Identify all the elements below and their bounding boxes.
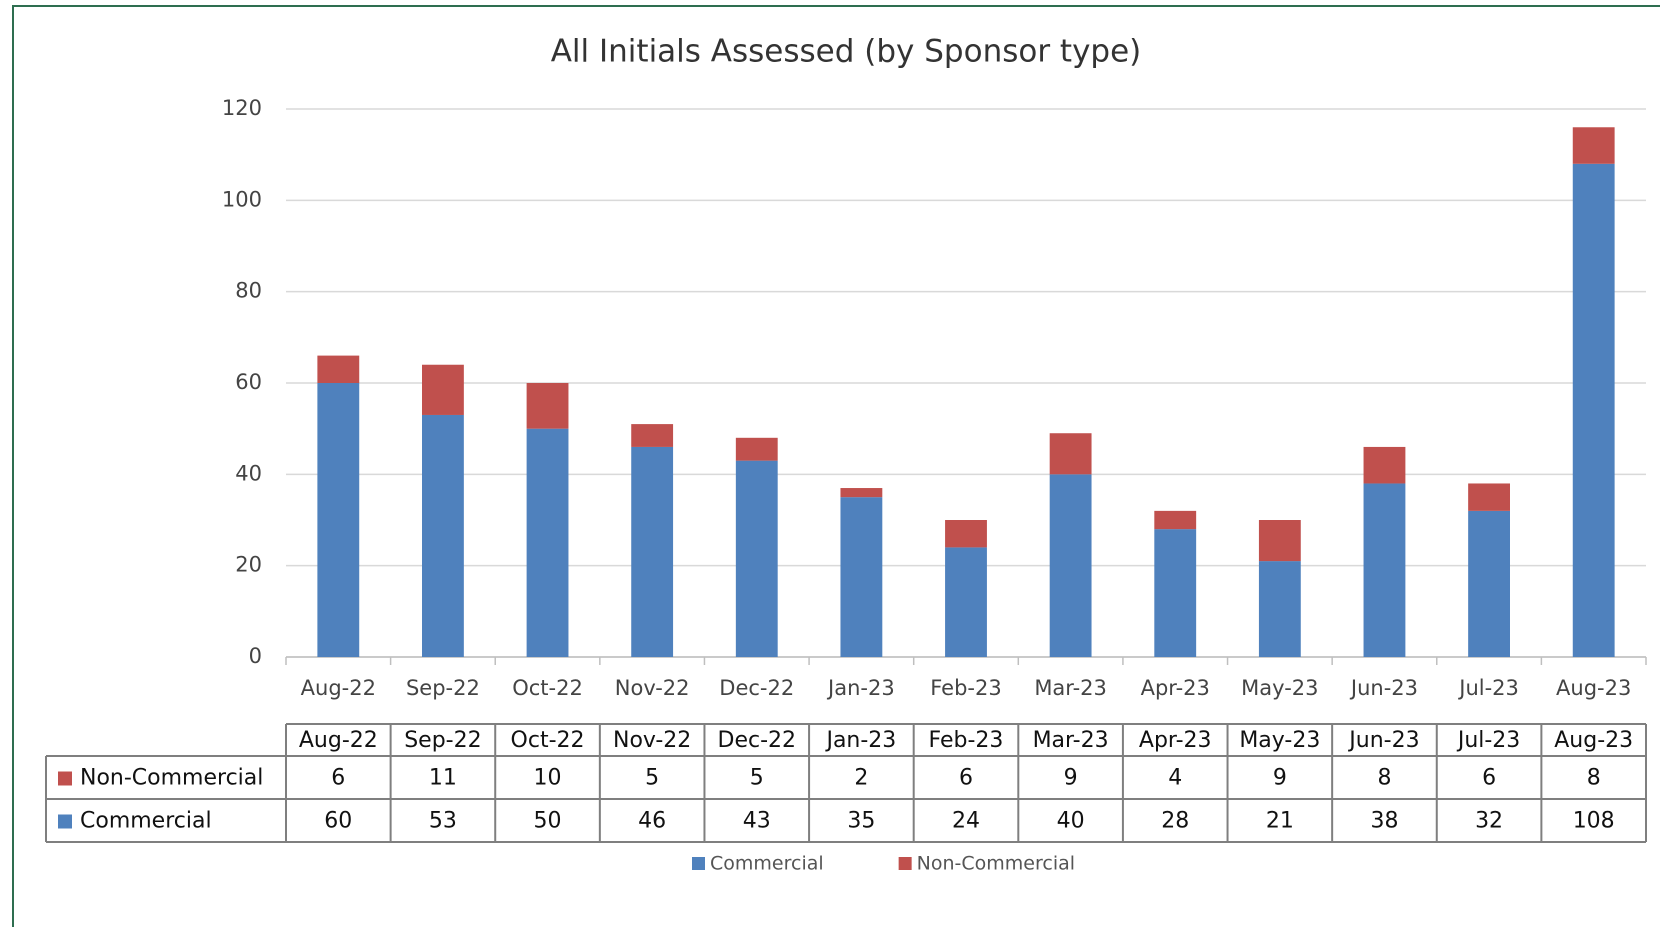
bar-segment <box>840 488 883 498</box>
table-header: Mar-23 <box>1033 728 1109 753</box>
bar-segment <box>1468 510 1510 657</box>
table-cell: 43 <box>743 809 771 834</box>
table-cell: 2 <box>854 766 868 791</box>
table-header: Sep-22 <box>404 728 481 753</box>
bar-segment <box>1154 510 1197 530</box>
y-tick-label: 80 <box>235 279 262 303</box>
bar-segment <box>735 437 778 461</box>
table-cell: 6 <box>331 766 345 791</box>
frame <box>12 5 1660 927</box>
table-cell: 32 <box>1475 809 1503 834</box>
table-cell: 50 <box>534 809 562 834</box>
x-tick-label: Dec-22 <box>719 676 794 700</box>
legend-key <box>692 857 705 870</box>
y-tick-label: 100 <box>222 187 262 211</box>
table-cell: 28 <box>1161 809 1189 834</box>
bar-segment <box>1363 446 1406 484</box>
table-cell: 5 <box>750 766 764 791</box>
x-tick-label: Jun-23 <box>1349 676 1418 700</box>
bar-segment <box>1154 529 1197 657</box>
x-tick-label: Oct-22 <box>512 676 583 700</box>
x-tick-label: Feb-23 <box>930 676 1001 700</box>
y-tick-label: 40 <box>235 461 262 485</box>
table-cell: 60 <box>324 809 352 834</box>
table-cell: 8 <box>1377 766 1391 791</box>
table-header: May-23 <box>1239 728 1320 753</box>
x-tick-label: Sep-22 <box>406 676 480 700</box>
legend-key <box>898 857 912 870</box>
y-tick-label: 0 <box>249 644 262 668</box>
table-cell: 6 <box>1482 766 1496 791</box>
bar-segment <box>317 383 360 657</box>
bar-segment <box>945 520 987 548</box>
x-tick-label: Apr-23 <box>1141 676 1210 700</box>
legend-label: Non-Commercial <box>917 853 1075 875</box>
table-cell: 4 <box>1168 766 1182 791</box>
table-header: Jan-23 <box>824 728 896 753</box>
bar-segment <box>1049 433 1092 475</box>
bar-segment <box>526 428 569 657</box>
table-row-label: Commercial <box>80 809 212 834</box>
bar-segment <box>840 497 883 657</box>
table-header: Dec-22 <box>718 728 797 753</box>
bar-segment <box>526 383 569 429</box>
table-header: Nov-22 <box>613 728 691 753</box>
table-cell: 40 <box>1057 809 1085 834</box>
table-cell: 21 <box>1266 809 1294 834</box>
table-header: Aug-22 <box>299 728 378 753</box>
table-cell: 6 <box>959 766 973 791</box>
table-cell: 46 <box>638 809 666 834</box>
x-tick-label: Jan-23 <box>826 676 895 700</box>
x-tick-label: Aug-22 <box>301 676 376 700</box>
y-tick-label: 120 <box>222 96 262 120</box>
table-cell: 38 <box>1370 809 1398 834</box>
bar-segment <box>317 355 360 383</box>
table-cell: 11 <box>429 766 457 791</box>
bar-segment <box>631 424 674 447</box>
table-legend-key <box>58 771 72 786</box>
x-tick-label: Jul-23 <box>1457 676 1519 700</box>
table-header: Jul-23 <box>1456 728 1520 753</box>
bar-segment <box>1049 474 1092 657</box>
table-cell: 5 <box>645 766 659 791</box>
y-tick-label: 60 <box>235 370 262 394</box>
table-cell: 10 <box>534 766 562 791</box>
x-tick-label: Mar-23 <box>1034 676 1107 700</box>
table-cell: 9 <box>1064 766 1078 791</box>
bar-segment <box>1258 561 1301 657</box>
table-header: Jun-23 <box>1347 728 1419 753</box>
table-cell: 108 <box>1573 809 1615 834</box>
bar-segment <box>422 364 464 415</box>
bar-segment <box>945 547 987 657</box>
bar-segment <box>1258 520 1301 562</box>
table-cell: 35 <box>847 809 875 834</box>
y-tick-label: 20 <box>235 553 262 577</box>
table-header: Aug-23 <box>1554 728 1633 753</box>
bar-segment <box>631 446 674 657</box>
chart-title: All Initials Assessed (by Sponsor type) <box>551 34 1142 70</box>
bar-segment <box>735 460 778 657</box>
table-header: Oct-22 <box>511 728 585 753</box>
table-cell: 8 <box>1587 766 1601 791</box>
bar-segment <box>422 414 464 657</box>
table-header: Feb-23 <box>929 728 1004 753</box>
bar-segment <box>1363 483 1406 657</box>
x-tick-label: Aug-23 <box>1556 676 1631 700</box>
table-row-label: Non-Commercial <box>80 766 263 791</box>
table-cell: 53 <box>429 809 457 834</box>
legend-label: Commercial <box>710 853 824 875</box>
bar-segment <box>1468 483 1510 511</box>
table-cell: 9 <box>1273 766 1287 791</box>
x-tick-label: May-23 <box>1241 676 1318 700</box>
bar-segment <box>1572 163 1615 658</box>
table-header: Apr-23 <box>1139 728 1212 753</box>
x-tick-label: Nov-22 <box>615 676 690 700</box>
table-legend-key <box>58 814 72 829</box>
bar-segment <box>1572 127 1615 164</box>
table-cell: 24 <box>952 809 980 834</box>
